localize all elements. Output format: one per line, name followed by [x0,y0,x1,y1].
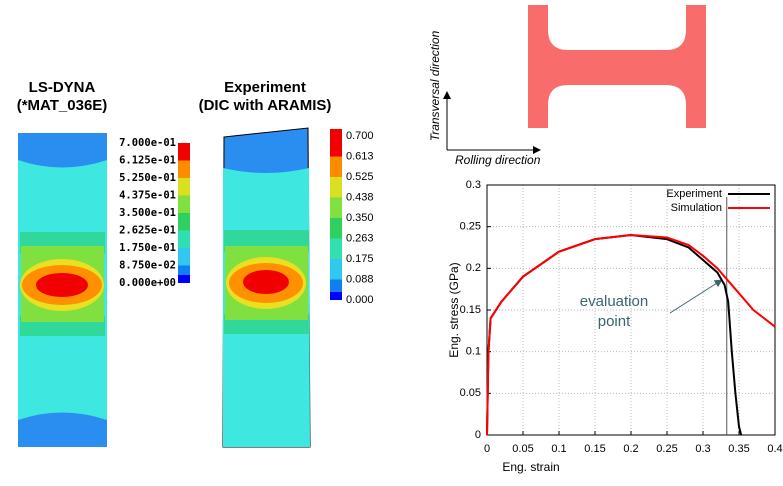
colorbar-label: 0.088 [346,273,374,285]
legend-label: Experiment [666,188,722,200]
panel-title: LS-DYNA [29,79,96,96]
colorbar-label: 0.000e+00 [119,277,176,289]
colorbar-label: 5.250e-01 [119,172,176,184]
annotation-text: point [598,313,631,330]
colorbar-label: 0.700 [346,130,374,142]
x-tick-label: 0 [484,443,490,455]
legend-label: Simulation [671,202,722,214]
colorbar-cell [330,239,342,260]
panel-title: Experiment [224,79,306,96]
colorbar-cell [330,292,342,300]
colorbar-cell [178,275,190,283]
colorbar-cell [330,136,342,157]
y-tick-label: 0 [475,429,481,441]
y-tick-label: 0.1 [466,346,481,358]
colorbar-cell [178,161,190,179]
colorbar-cell [178,248,190,266]
colorbar-cell [330,198,342,219]
y-tick-label: 0.3 [466,179,481,191]
colorbar-label: 0.525 [346,171,374,183]
contour-sim [18,133,107,447]
annotation-text: evaluation [580,293,648,310]
colorbar-label: 4.375e-01 [119,190,176,202]
x-tick-label: 0.2 [623,443,638,455]
colorbar-label: 1.750e-01 [119,242,176,254]
colorbar-label: 8.750e-02 [119,260,176,272]
colorbar-label: 0.613 [346,150,374,162]
colorbar-label: 3.500e-01 [119,207,176,219]
colorbar-cell [330,259,342,280]
y-tick-label: 0.05 [460,387,481,399]
direction-label: Rolling direction [455,153,541,167]
direction-label: Transversal direction [428,30,442,141]
colorbar-cell [178,196,190,214]
chart: 0 0.05 0.1 0.15 0.2 0.25 0.3 0.35 0.4 0 0.05 0.1 0.1… [447,179,782,474]
specimen-shape [528,5,706,128]
colorbar-cell [178,231,190,249]
contour-exp [223,128,310,447]
colorbar-label: 7.000e-01 [119,137,176,149]
colorbar-label: 0.438 [346,191,374,203]
annotation-arrow [670,280,722,313]
x-axis-label: Eng. strain [502,460,559,474]
colorbar-cell [178,213,190,231]
x-tick-label: 0.25 [656,443,677,455]
figure: Transversal direction Rolling direction … [0,0,783,481]
colorbar-label: 0.263 [346,232,374,244]
colorbar-cell [330,157,342,178]
colorbar-label: 0.000 [346,294,374,306]
colorbar-label: 6.125e-01 [119,155,176,167]
colorbar-cell [178,178,190,196]
colorbar-label: 2.625e-01 [119,225,176,237]
y-axis-label: Eng. stress (GPa) [447,262,461,357]
colorbar-cell [330,129,342,136]
y-tick-label: 0.25 [460,221,481,233]
panel-title: (DIC with ARAMIS) [199,97,332,114]
colorbar-cell [178,143,190,161]
x-tick-label: 0.1 [551,443,566,455]
x-tick-label: 0.05 [512,443,533,455]
x-tick-label: 0.4 [767,443,782,455]
colorbar-cell [330,218,342,239]
y-tick-label: 0.15 [460,304,481,316]
colorbar-cell [330,177,342,198]
colorbar-label: 0.350 [346,212,374,224]
x-tick-label: 0.35 [728,443,749,455]
colorbar-label: 0.175 [346,253,374,265]
x-tick-label: 0.3 [695,443,710,455]
x-tick-label: 0.15 [584,443,605,455]
panel-title: (*MAT_036E) [17,97,108,114]
y-tick-label: 0.2 [466,262,481,274]
